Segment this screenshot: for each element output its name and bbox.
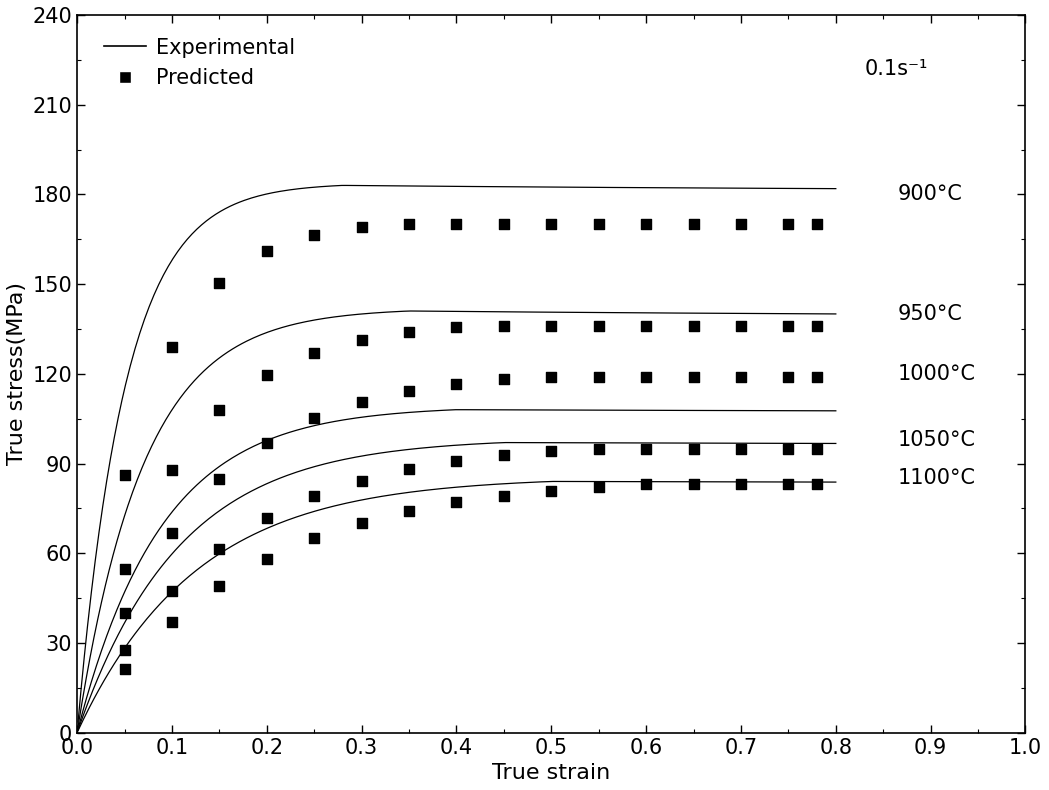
Point <box>116 663 133 675</box>
Point <box>258 552 275 565</box>
Point <box>495 320 512 333</box>
Point <box>116 469 133 482</box>
Point <box>591 442 607 455</box>
Point <box>809 442 826 455</box>
Point <box>543 218 560 231</box>
Point <box>732 442 749 455</box>
Point <box>638 320 655 333</box>
Point <box>732 320 749 333</box>
Point <box>591 320 607 333</box>
Point <box>638 218 655 231</box>
Point <box>116 607 133 619</box>
Text: 1050°C: 1050°C <box>898 430 976 450</box>
Point <box>211 404 228 417</box>
Point <box>543 320 560 333</box>
Point <box>685 371 702 383</box>
Point <box>685 478 702 491</box>
Point <box>306 412 323 425</box>
Text: 0.1s⁻¹: 0.1s⁻¹ <box>864 58 927 79</box>
Point <box>354 474 370 487</box>
Point <box>543 371 560 383</box>
Text: 1000°C: 1000°C <box>898 363 976 384</box>
Point <box>401 505 418 517</box>
Point <box>780 442 797 455</box>
X-axis label: True strain: True strain <box>492 763 611 783</box>
Point <box>638 371 655 383</box>
Point <box>354 396 370 408</box>
Point <box>732 478 749 491</box>
Point <box>401 325 418 338</box>
Point <box>685 218 702 231</box>
Point <box>732 371 749 383</box>
Y-axis label: True stress(MPa): True stress(MPa) <box>7 282 27 465</box>
Legend: Experimental, Predicted: Experimental, Predicted <box>97 29 304 96</box>
Point <box>401 218 418 231</box>
Point <box>448 378 465 390</box>
Point <box>591 371 607 383</box>
Point <box>258 245 275 258</box>
Point <box>543 484 560 497</box>
Point <box>495 218 512 231</box>
Point <box>809 320 826 333</box>
Point <box>401 385 418 397</box>
Point <box>401 463 418 476</box>
Point <box>780 218 797 231</box>
Point <box>164 464 180 476</box>
Point <box>258 436 275 449</box>
Point <box>116 562 133 575</box>
Point <box>780 478 797 491</box>
Point <box>448 496 465 509</box>
Point <box>685 320 702 333</box>
Point <box>638 478 655 491</box>
Point <box>164 615 180 628</box>
Point <box>306 347 323 359</box>
Point <box>211 472 228 485</box>
Point <box>306 490 323 502</box>
Point <box>164 340 180 353</box>
Point <box>495 449 512 461</box>
Point <box>211 543 228 555</box>
Point <box>164 526 180 539</box>
Point <box>211 579 228 592</box>
Point <box>354 221 370 234</box>
Point <box>495 373 512 386</box>
Point <box>448 455 465 468</box>
Point <box>258 368 275 381</box>
Point <box>809 371 826 383</box>
Point <box>732 218 749 231</box>
Point <box>591 218 607 231</box>
Point <box>780 371 797 383</box>
Text: 950°C: 950°C <box>898 304 962 324</box>
Point <box>306 229 323 242</box>
Point <box>164 585 180 597</box>
Point <box>306 532 323 544</box>
Point <box>809 218 826 231</box>
Point <box>211 276 228 289</box>
Point <box>448 321 465 333</box>
Point <box>591 481 607 494</box>
Point <box>448 218 465 231</box>
Point <box>354 517 370 529</box>
Point <box>638 442 655 455</box>
Point <box>780 320 797 333</box>
Point <box>495 490 512 502</box>
Point <box>258 512 275 525</box>
Point <box>116 644 133 656</box>
Text: 900°C: 900°C <box>898 184 962 205</box>
Point <box>354 333 370 346</box>
Point <box>543 445 560 457</box>
Text: 1100°C: 1100°C <box>898 468 976 488</box>
Point <box>685 442 702 455</box>
Point <box>809 478 826 491</box>
